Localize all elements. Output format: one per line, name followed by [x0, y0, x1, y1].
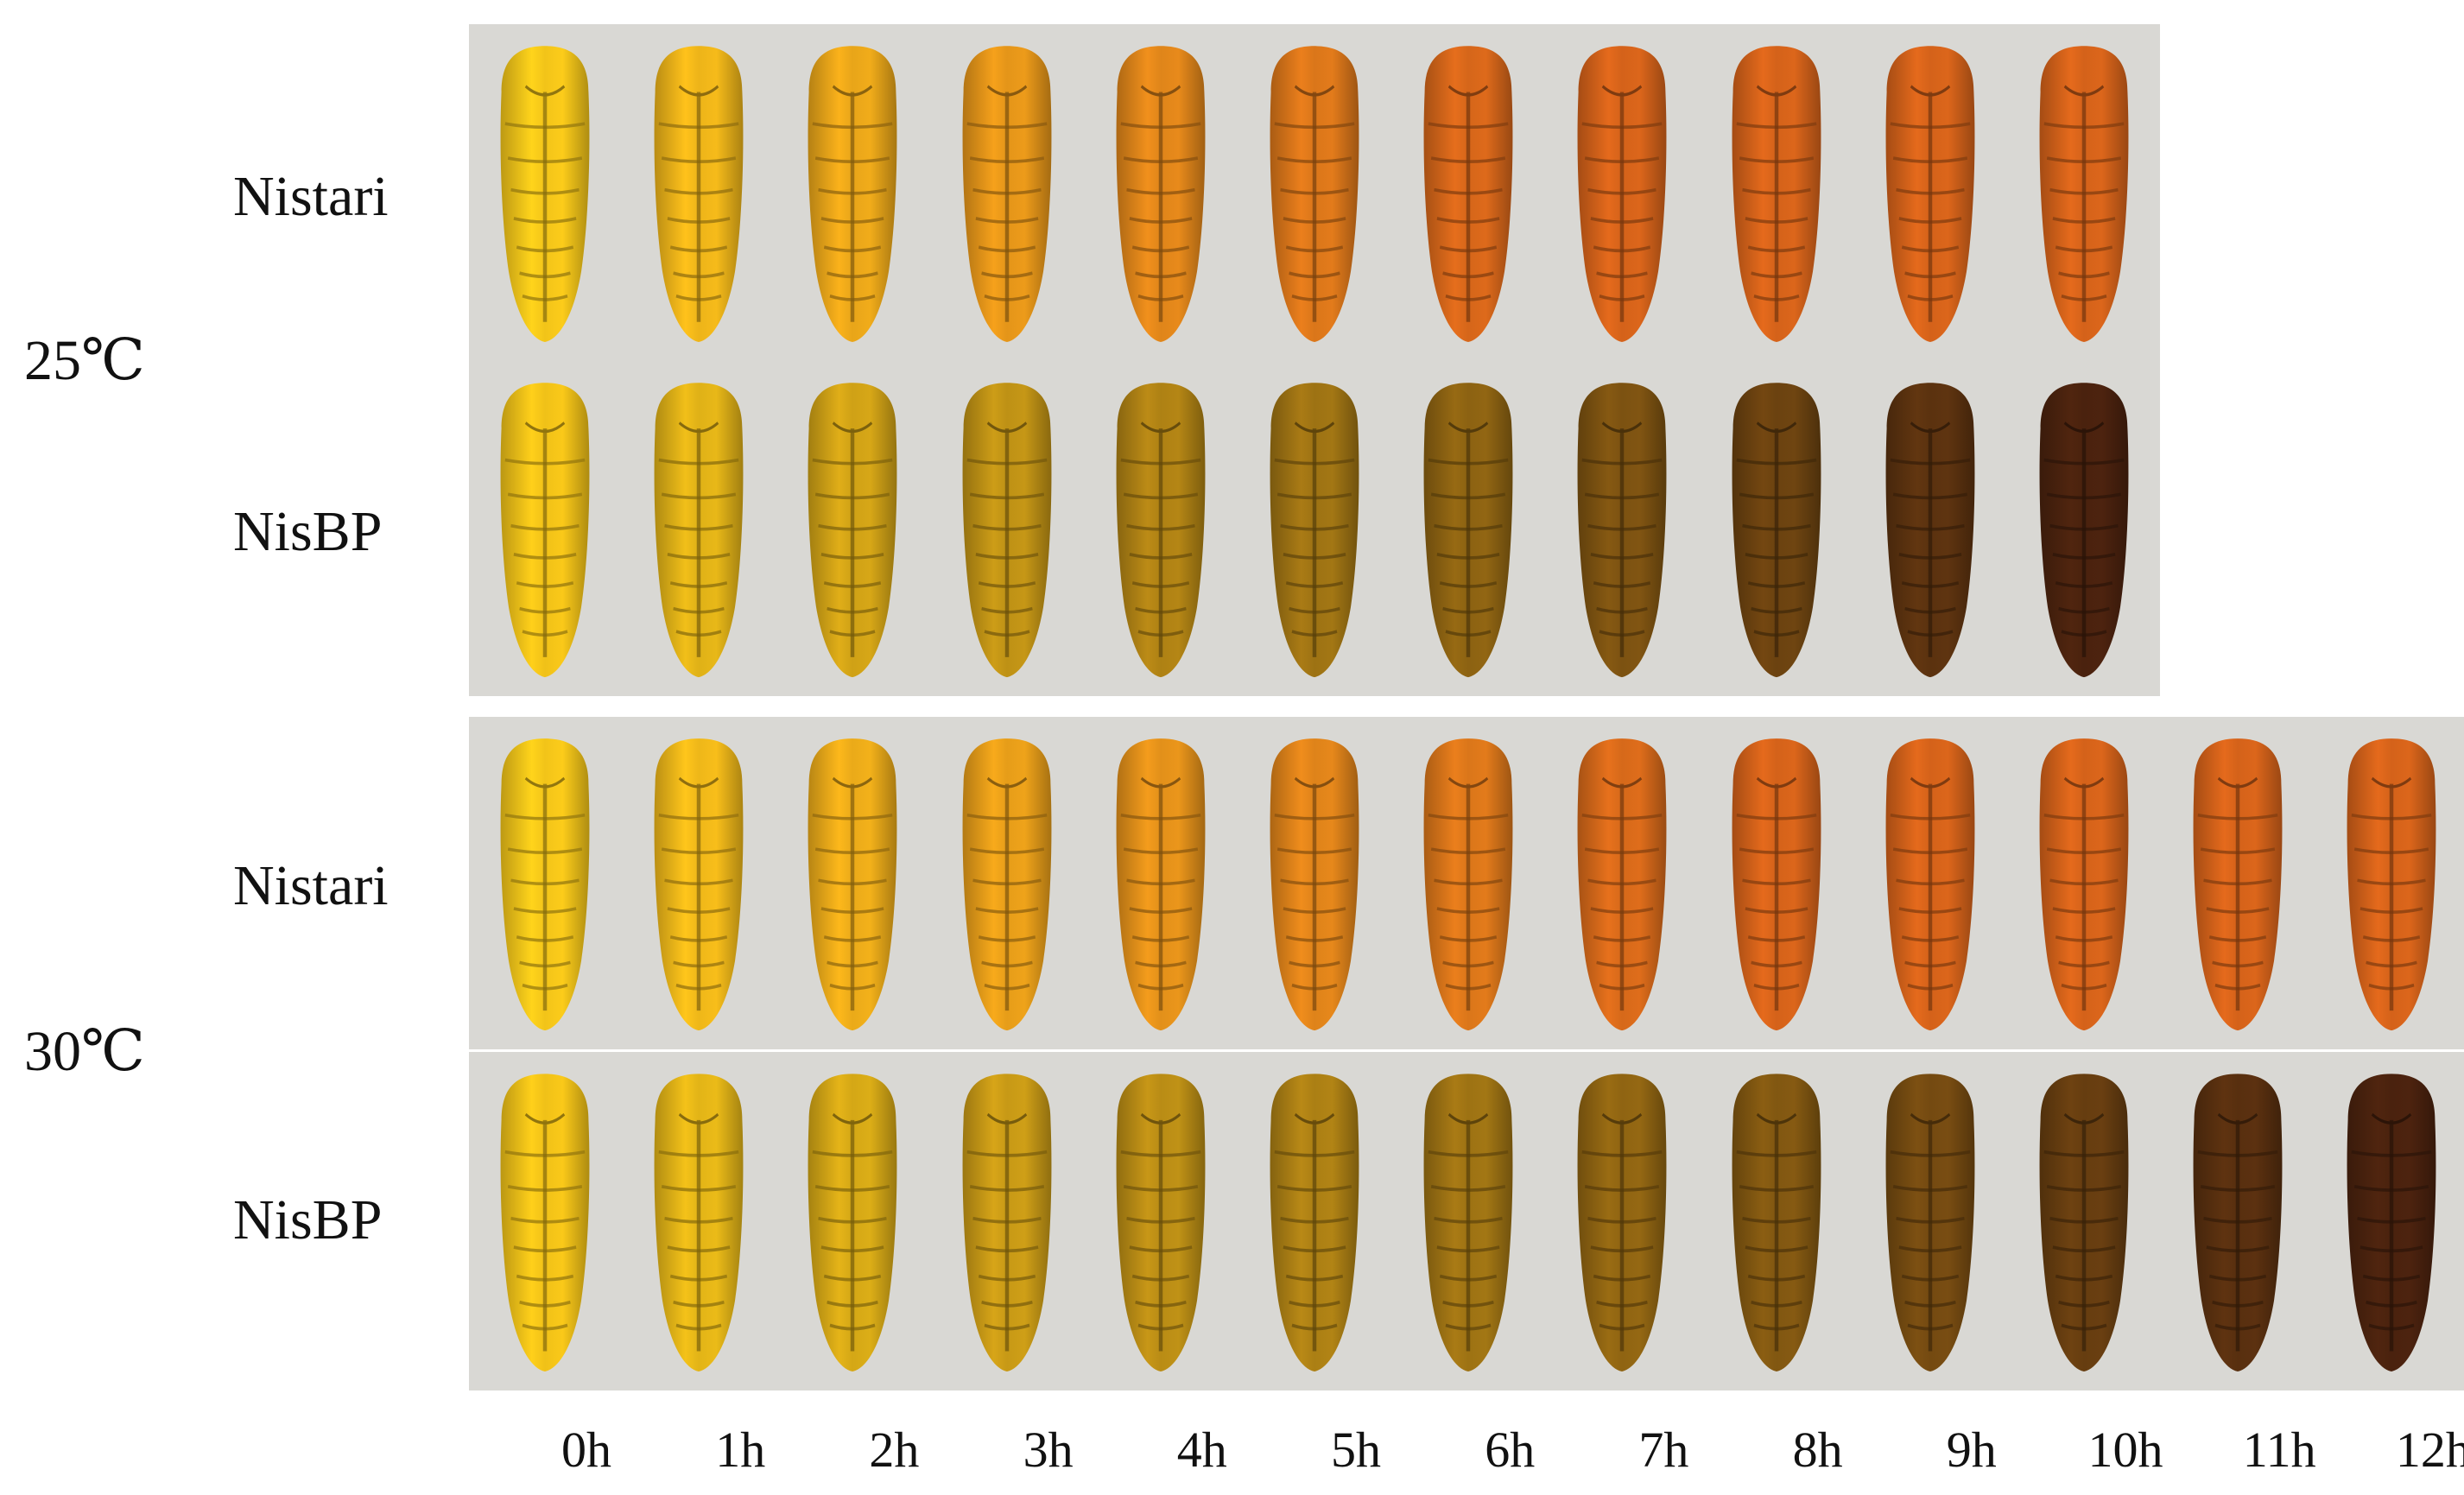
- pupa-photo: [1100, 371, 1221, 686]
- pupa-photo: [1408, 371, 1529, 686]
- pupa-photo: [2024, 727, 2144, 1039]
- pupa-photo: [2024, 35, 2144, 351]
- pupa-photo: [2024, 371, 2144, 686]
- pupa-photo: [1870, 1062, 1991, 1380]
- pupa-photo: [2331, 727, 2452, 1039]
- time-label: 2h: [869, 1422, 920, 1478]
- time-label: 5h: [1331, 1422, 1381, 1478]
- pupa-photo: [638, 1062, 759, 1380]
- time-label: 7h: [1638, 1422, 1689, 1478]
- pupa-photo: [1561, 1062, 1682, 1380]
- time-label: 12h: [2395, 1422, 2464, 1478]
- pupa-photo: [1254, 727, 1375, 1039]
- time-label: 10h: [2087, 1422, 2163, 1478]
- pupa-photo: [1254, 371, 1375, 686]
- temperature-label-30: 30℃: [24, 1020, 145, 1083]
- pupa-photo: [792, 1062, 913, 1380]
- pupa-photo: [1716, 35, 1837, 351]
- pupa-photo: [1100, 1062, 1221, 1380]
- strain-label-nisbp-25: NisBP: [233, 500, 383, 563]
- pupa-photo: [638, 35, 759, 351]
- pupa-photo: [792, 727, 913, 1039]
- pupa-photo: [2024, 1062, 2144, 1380]
- strain-label-nistari-25: Nistari: [233, 165, 389, 228]
- pupa-photo: [1408, 1062, 1529, 1380]
- pupa-photo: [947, 35, 1067, 351]
- pupa-photo: [2331, 1062, 2452, 1380]
- pupa-photo: [1870, 35, 1991, 351]
- pupa-photo: [1561, 727, 1682, 1039]
- time-label: 11h: [2242, 1422, 2316, 1478]
- time-label: 8h: [1792, 1422, 1843, 1478]
- pupa-photo: [485, 1062, 605, 1380]
- time-label: 0h: [561, 1422, 611, 1478]
- pupa-photo: [1254, 1062, 1375, 1380]
- pupa-photo: [485, 371, 605, 686]
- pupa-photo: [1716, 1062, 1837, 1380]
- pupa-photo: [1716, 727, 1837, 1039]
- pupa-photo: [1100, 35, 1221, 351]
- time-label: 6h: [1485, 1422, 1536, 1478]
- pupa-photo: [638, 727, 759, 1039]
- pupa-photo: [1870, 371, 1991, 686]
- strain-label-nistari-30: Nistari: [233, 854, 389, 917]
- time-label: 1h: [715, 1422, 766, 1478]
- pupa-photo: [1561, 371, 1682, 686]
- pupa-photo: [1408, 35, 1529, 351]
- pupa-photo: [792, 371, 913, 686]
- pupa-photo: [638, 371, 759, 686]
- time-label: 9h: [1946, 1422, 1997, 1478]
- time-label: 4h: [1176, 1422, 1227, 1478]
- pupa-photo: [2177, 727, 2298, 1039]
- pupa-photo: [1408, 727, 1529, 1039]
- pupa-photo: [1561, 35, 1682, 351]
- pupa-photo: [485, 727, 605, 1039]
- pupa-photo: [2177, 1062, 2298, 1380]
- pupa-photo: [947, 727, 1067, 1039]
- pupa-photo: [947, 371, 1067, 686]
- pupa-photo: [947, 1062, 1067, 1380]
- pupa-photo: [1254, 35, 1375, 351]
- pupa-photo: [1870, 727, 1991, 1039]
- strain-label-nisbp-30: NisBP: [233, 1188, 383, 1251]
- time-label: 3h: [1023, 1422, 1074, 1478]
- pupa-photo: [1716, 371, 1837, 686]
- pupa-photo: [485, 35, 605, 351]
- temperature-label-25: 25℃: [24, 329, 145, 392]
- pupa-photo: [1100, 727, 1221, 1039]
- pupa-photo: [792, 35, 913, 351]
